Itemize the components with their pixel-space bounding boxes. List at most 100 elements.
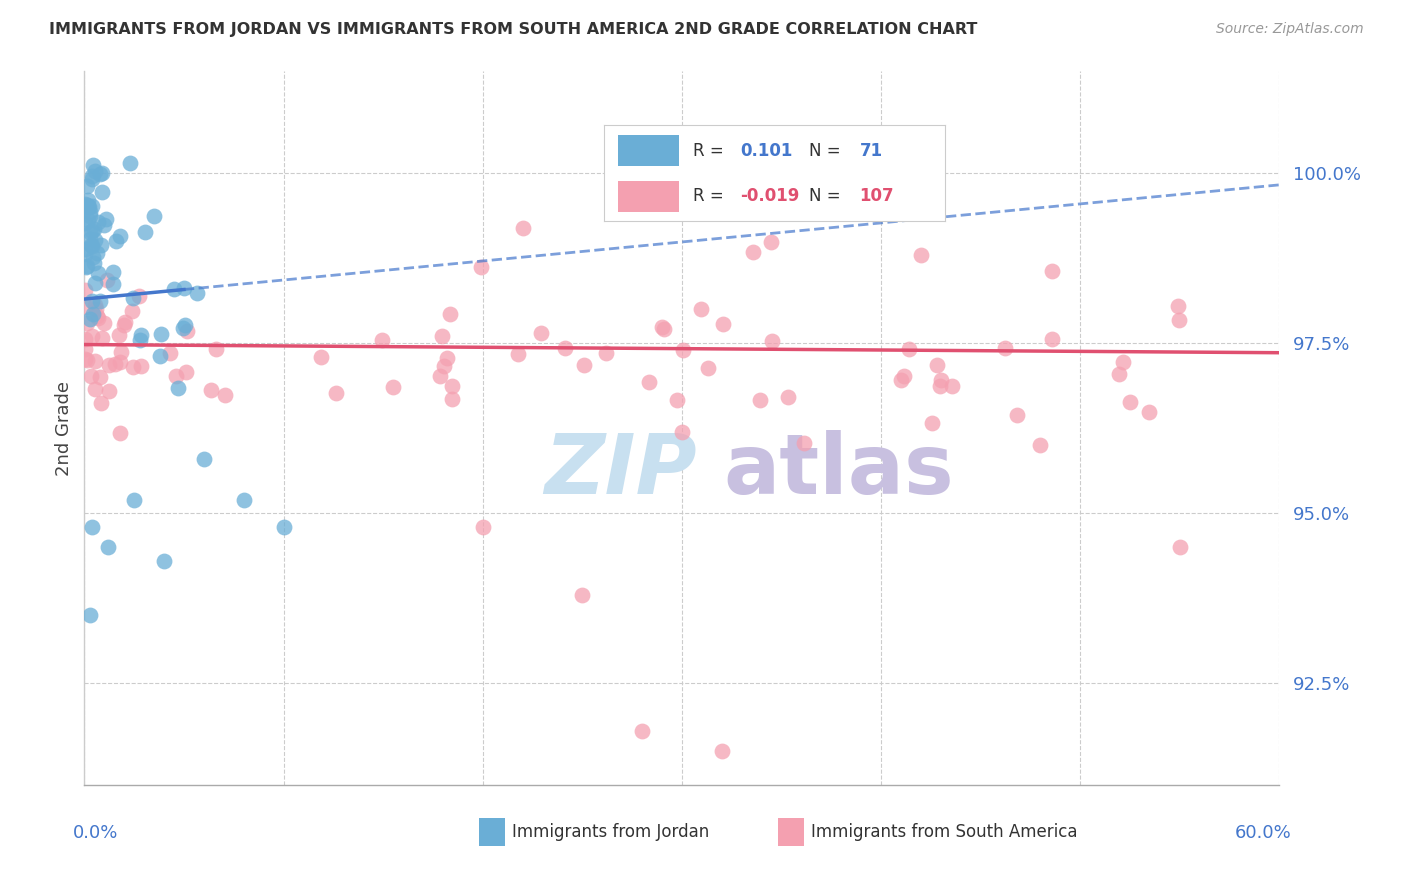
Point xyxy=(173,281,195,295)
Point xyxy=(80,237,103,252)
Point xyxy=(110,344,132,359)
Point xyxy=(163,282,186,296)
Text: Source: ZipAtlas.com: Source: ZipAtlas.com xyxy=(1216,22,1364,37)
Point xyxy=(890,373,912,387)
Point xyxy=(142,209,165,223)
Point xyxy=(439,307,461,321)
Point xyxy=(118,156,141,170)
Point xyxy=(79,225,101,239)
Text: IMMIGRANTS FROM JORDAN VS IMMIGRANTS FROM SOUTH AMERICA 2ND GRADE CORRELATION CH: IMMIGRANTS FROM JORDAN VS IMMIGRANTS FRO… xyxy=(49,22,977,37)
Point xyxy=(1167,299,1189,313)
Point xyxy=(174,365,197,379)
Point xyxy=(1005,408,1028,422)
Point xyxy=(82,307,104,321)
Point xyxy=(76,197,98,211)
Point xyxy=(101,277,124,292)
Point xyxy=(748,393,770,408)
Point xyxy=(105,234,128,248)
Point xyxy=(75,260,97,274)
Point xyxy=(75,197,97,211)
Point xyxy=(128,289,150,303)
Point xyxy=(82,250,104,264)
Point xyxy=(86,245,108,260)
Point xyxy=(205,343,228,357)
Point xyxy=(83,382,105,396)
Point xyxy=(631,723,654,738)
Point xyxy=(325,385,347,400)
Point xyxy=(86,309,108,323)
Point xyxy=(1168,540,1191,554)
Point xyxy=(79,209,101,223)
Point xyxy=(309,350,332,364)
Point xyxy=(80,294,103,309)
Point xyxy=(79,232,101,246)
Point xyxy=(101,265,124,279)
Point xyxy=(512,220,534,235)
Point xyxy=(741,245,763,260)
Point xyxy=(1112,355,1135,369)
Point xyxy=(76,316,98,330)
Point xyxy=(710,744,733,758)
Text: Immigrants from Jordan: Immigrants from Jordan xyxy=(512,823,710,841)
FancyBboxPatch shape xyxy=(479,819,505,846)
Point xyxy=(83,234,105,248)
Point xyxy=(761,334,783,349)
Point xyxy=(83,256,105,270)
Point xyxy=(928,379,950,393)
Point xyxy=(104,357,127,371)
Point xyxy=(572,358,595,372)
Point xyxy=(121,304,143,318)
Point xyxy=(112,318,135,332)
Point xyxy=(84,276,107,290)
Point xyxy=(82,199,104,213)
Point xyxy=(80,368,103,383)
Point xyxy=(89,370,111,384)
Point xyxy=(86,266,108,280)
Point xyxy=(84,164,107,178)
Point xyxy=(1040,332,1063,346)
Point xyxy=(941,379,963,393)
Text: atlas: atlas xyxy=(724,431,955,511)
Point xyxy=(82,329,104,343)
Point xyxy=(776,391,799,405)
Point xyxy=(77,200,100,214)
Point xyxy=(1168,313,1191,327)
Point xyxy=(91,166,114,180)
Point xyxy=(89,167,111,181)
Point xyxy=(571,588,593,602)
Point xyxy=(73,283,96,297)
Point xyxy=(77,194,100,208)
Point xyxy=(433,359,456,373)
Point xyxy=(76,352,98,367)
Point xyxy=(1029,438,1052,452)
Point xyxy=(86,301,108,316)
Point xyxy=(94,212,117,227)
Point xyxy=(77,213,100,227)
Point xyxy=(108,229,131,244)
Text: ZIP: ZIP xyxy=(544,431,697,511)
Point xyxy=(84,297,107,311)
Point xyxy=(82,519,104,533)
Point xyxy=(73,351,96,366)
Point xyxy=(80,224,103,238)
Point xyxy=(166,381,188,395)
Point xyxy=(80,172,103,186)
Point xyxy=(75,300,97,314)
Point xyxy=(186,285,208,300)
Point xyxy=(129,327,152,342)
Point xyxy=(149,327,172,342)
Point xyxy=(665,393,688,408)
Y-axis label: 2nd Grade: 2nd Grade xyxy=(55,381,73,475)
Point xyxy=(83,353,105,368)
Point xyxy=(121,359,143,374)
Point xyxy=(793,436,815,450)
Point xyxy=(893,369,915,384)
Point xyxy=(96,273,118,287)
Point xyxy=(429,369,451,384)
Point xyxy=(110,425,132,440)
Point xyxy=(1108,367,1130,381)
Point xyxy=(193,451,215,466)
Point xyxy=(1137,405,1160,419)
Point xyxy=(273,519,295,533)
Point xyxy=(129,333,152,347)
